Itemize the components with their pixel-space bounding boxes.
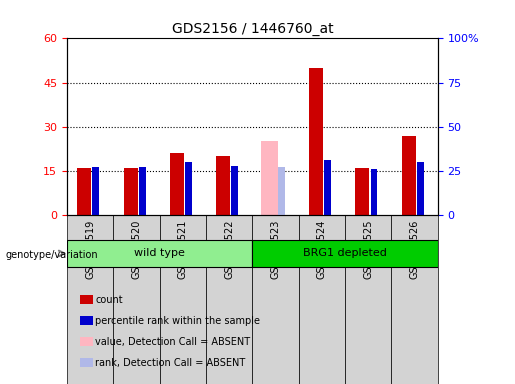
Bar bbox=[402, 136, 416, 215]
Bar bbox=[67, 240, 252, 267]
Bar bbox=[124, 168, 138, 215]
Bar bbox=[252, 240, 438, 267]
Text: value, Detection Call = ABSENT: value, Detection Call = ABSENT bbox=[95, 337, 250, 347]
Bar bbox=[261, 141, 279, 215]
Text: wild type: wild type bbox=[134, 248, 185, 258]
Bar bbox=[232, 166, 238, 215]
Text: rank, Detection Call = ABSENT: rank, Detection Call = ABSENT bbox=[95, 358, 246, 368]
Bar bbox=[324, 160, 331, 215]
Bar bbox=[371, 169, 377, 215]
Text: genotype/variation: genotype/variation bbox=[5, 250, 98, 260]
Bar bbox=[216, 156, 230, 215]
Bar bbox=[139, 167, 146, 215]
Bar bbox=[93, 167, 99, 215]
Bar bbox=[417, 162, 424, 215]
Bar bbox=[355, 168, 369, 215]
Text: BRG1 depleted: BRG1 depleted bbox=[303, 248, 387, 258]
Bar bbox=[278, 167, 285, 215]
Bar bbox=[185, 162, 192, 215]
Text: count: count bbox=[95, 295, 123, 305]
Text: percentile rank within the sample: percentile rank within the sample bbox=[95, 316, 260, 326]
Title: GDS2156 / 1446760_at: GDS2156 / 1446760_at bbox=[171, 22, 333, 36]
Bar bbox=[77, 168, 91, 215]
Bar bbox=[309, 68, 323, 215]
Bar bbox=[170, 153, 184, 215]
